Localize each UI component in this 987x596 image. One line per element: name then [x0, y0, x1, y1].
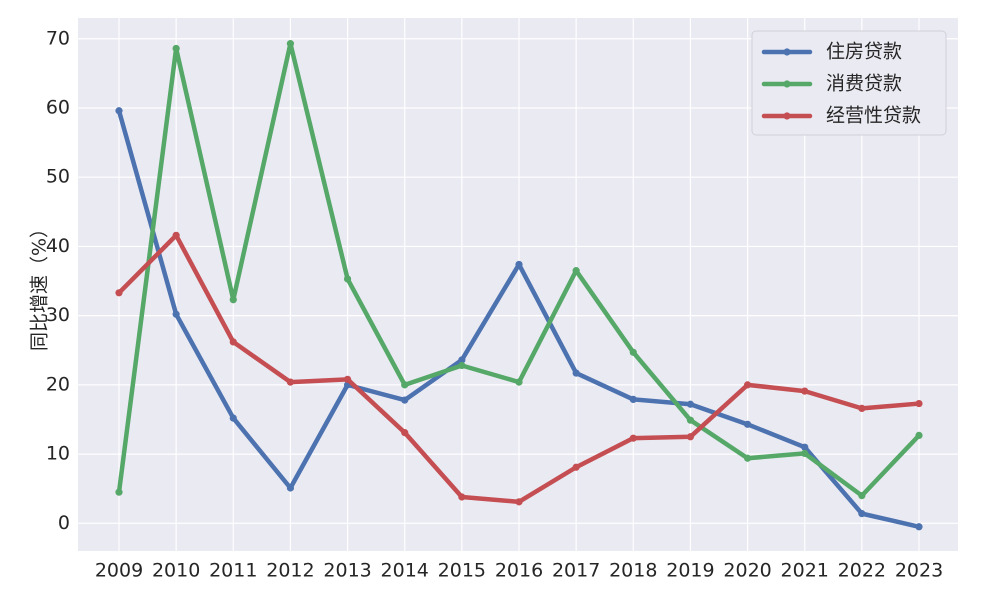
legend-marker: [783, 112, 791, 120]
data-point: [686, 433, 695, 441]
data-point: [229, 296, 237, 304]
data-point: [229, 414, 237, 422]
data-point: [858, 492, 866, 500]
data-point: [572, 267, 580, 275]
y-tick-labels: 0 10 20 30 40 50 60 70: [46, 27, 70, 534]
x-tick-label: 2020: [723, 560, 771, 582]
data-point: [743, 381, 752, 389]
data-point: [915, 523, 923, 531]
x-tick-label: 2017: [552, 560, 600, 582]
data-point: [801, 443, 809, 451]
data-point: [343, 275, 352, 283]
x-tick-label: 2018: [609, 560, 657, 582]
data-point: [801, 449, 809, 457]
data-point: [743, 454, 752, 462]
data-point: [458, 361, 466, 370]
data-point: [458, 493, 466, 501]
y-tick-label: 70: [46, 27, 70, 49]
data-point: [172, 231, 180, 239]
x-tick-label: 2022: [838, 560, 886, 582]
data-point: [743, 420, 752, 428]
data-point: [286, 378, 295, 386]
data-point: [115, 107, 123, 115]
data-point: [286, 484, 295, 492]
data-point: [801, 387, 809, 395]
x-tick-label: 2016: [495, 560, 543, 582]
data-point: [172, 44, 180, 53]
data-point: [286, 40, 295, 48]
data-point: [515, 498, 523, 506]
x-tick-label: 2014: [381, 560, 429, 582]
y-tick-label: 0: [58, 512, 70, 534]
y-tick-label: 30: [46, 304, 70, 326]
data-point: [115, 488, 123, 496]
x-tick-label: 2019: [666, 560, 714, 582]
x-tick-labels: 2009 2010 2011 2012 2013 2014 2015 2016 2017 2018…: [95, 560, 943, 582]
data-point: [229, 338, 237, 346]
data-point: [858, 404, 866, 413]
y-tick-label: 20: [46, 373, 70, 395]
y-tick-label: 60: [46, 96, 70, 118]
data-point: [629, 348, 637, 356]
grid-lines: [78, 18, 958, 551]
data-point: [401, 429, 409, 437]
y-tick-label: 10: [46, 443, 70, 465]
data-point: [401, 396, 409, 404]
legend-box: [751, 30, 947, 136]
data-point: [915, 399, 923, 408]
y-tick-label: 40: [46, 235, 70, 257]
data-point: [858, 510, 866, 518]
x-tick-label: 2021: [781, 560, 829, 582]
x-tick-label: 2010: [152, 560, 200, 582]
legend-label: 住房贷款: [826, 41, 902, 63]
data-point: [629, 395, 637, 404]
x-tick-label: 2013: [323, 560, 371, 582]
data-point: [343, 375, 352, 383]
data-point: [915, 431, 923, 440]
x-tick-label: 2012: [266, 560, 314, 582]
legend-label: 经营性贷款: [826, 105, 921, 127]
x-tick-label: 2023: [895, 560, 943, 582]
data-point: [115, 289, 123, 297]
x-tick-label: 2009: [95, 560, 143, 582]
legend-marker: [783, 80, 791, 88]
series-lines: [115, 40, 923, 531]
legend-label: 消费贷款: [826, 73, 902, 95]
data-point: [572, 463, 580, 471]
data-point: [401, 381, 409, 389]
data-point: [686, 416, 695, 424]
legend-marker: [783, 48, 791, 56]
y-tick-label: 50: [46, 166, 70, 188]
x-tick-label: 2011: [209, 560, 257, 582]
data-point: [515, 378, 523, 386]
data-point: [572, 369, 580, 377]
data-point: [172, 310, 180, 318]
x-tick-label: 2015: [438, 560, 486, 582]
y-axis-label: 同比增速（%）: [29, 219, 51, 351]
data-point: [515, 260, 523, 269]
data-point: [686, 400, 695, 408]
data-point: [458, 356, 466, 364]
data-point: [629, 434, 637, 442]
